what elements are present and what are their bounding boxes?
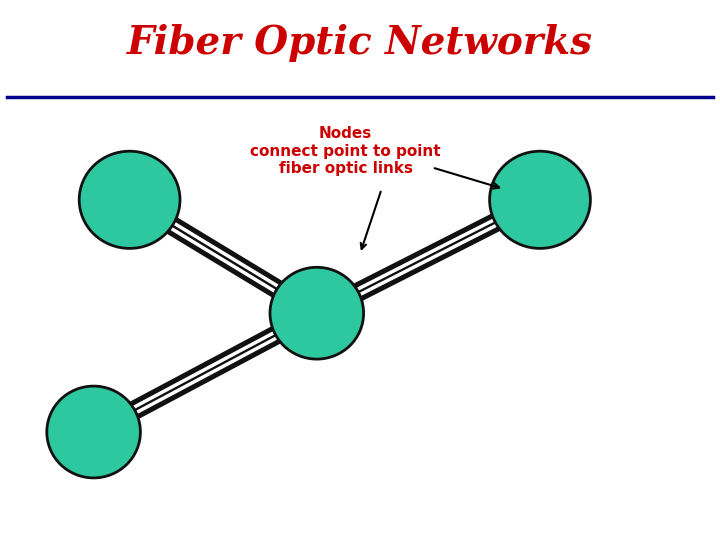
Text: Fiber Optic Networks: Fiber Optic Networks (127, 24, 593, 62)
Ellipse shape (270, 267, 364, 359)
Ellipse shape (490, 151, 590, 248)
Text: Nodes
connect point to point
fiber optic links: Nodes connect point to point fiber optic… (251, 126, 441, 176)
Ellipse shape (47, 386, 140, 478)
Ellipse shape (79, 151, 180, 248)
